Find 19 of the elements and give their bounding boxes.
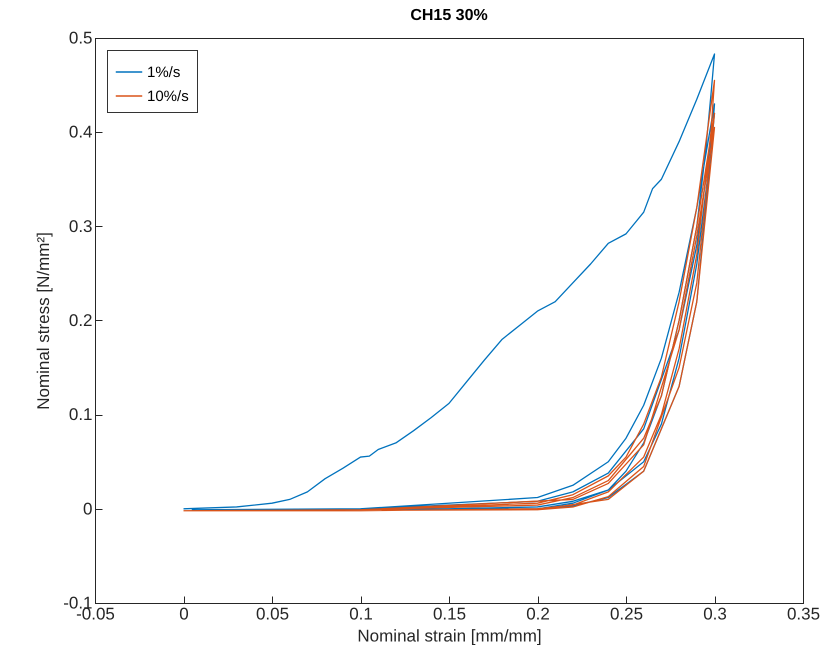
y-tick-label: 0.4 bbox=[68, 122, 92, 142]
x-axis-title: Nominal strain [mm/mm] bbox=[357, 626, 542, 646]
legend-label: 1%/s bbox=[147, 64, 180, 81]
y-tick-label: 0 bbox=[83, 499, 92, 518]
y-axis-title: Nominal stress [N/mm²] bbox=[34, 232, 54, 410]
x-tick-label: 0.35 bbox=[786, 604, 820, 624]
chart-title: CH15 30% bbox=[410, 7, 488, 24]
x-tick-label: 0.3 bbox=[703, 604, 727, 624]
y-tick-label: 0.1 bbox=[68, 405, 92, 424]
y-tick-label: 0.3 bbox=[68, 216, 92, 236]
x-tick-label: 0.15 bbox=[432, 604, 466, 624]
x-tick-label: 0.25 bbox=[610, 604, 644, 624]
legend-label: 10%/s bbox=[147, 88, 189, 105]
x-tick-label: 0 bbox=[179, 604, 189, 624]
x-tick-label: 0.05 bbox=[256, 604, 290, 624]
x-tick-label: 0.2 bbox=[526, 604, 550, 624]
y-tick-label: 0.5 bbox=[68, 28, 92, 48]
y-tick-label: 0.2 bbox=[68, 311, 92, 330]
x-tick-label: 0.1 bbox=[349, 604, 373, 624]
